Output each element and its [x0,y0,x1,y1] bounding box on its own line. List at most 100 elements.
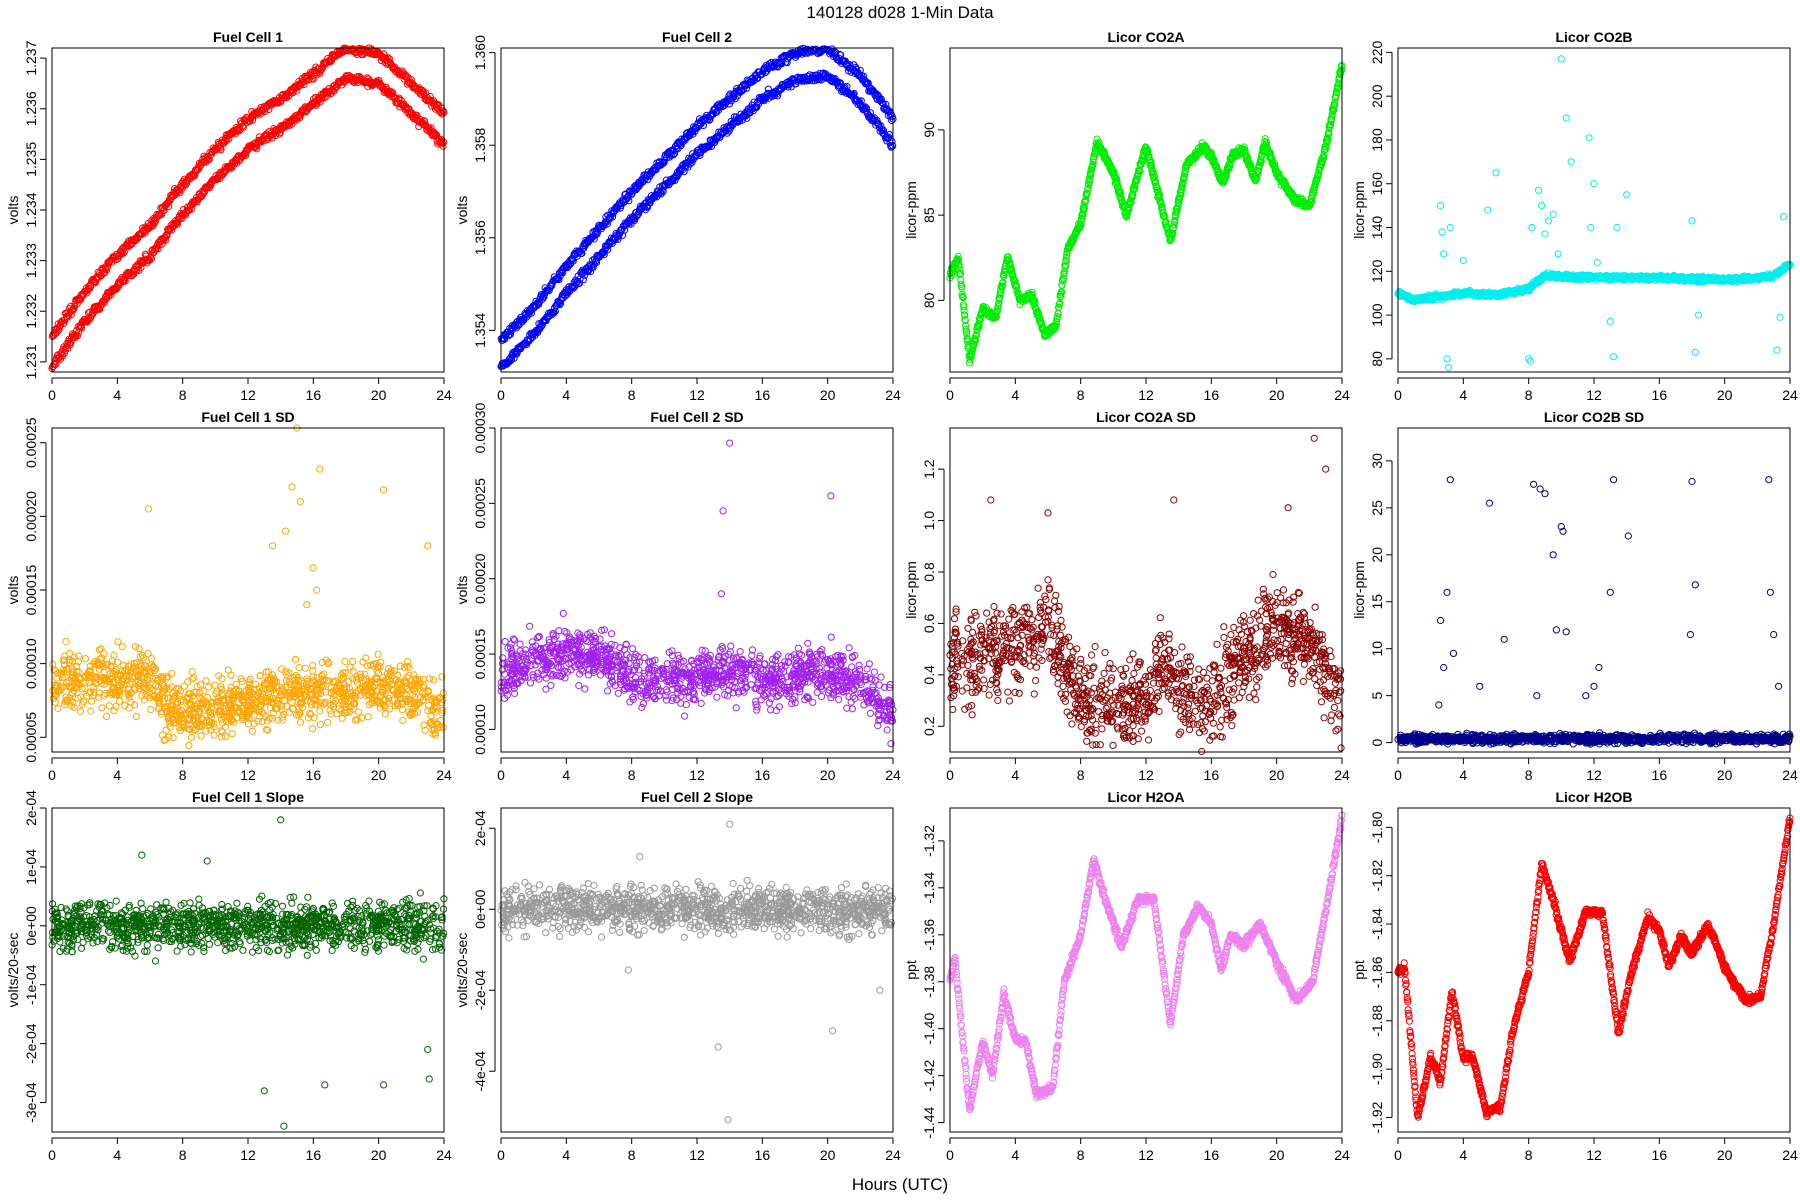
panel-title: Licor CO2B [1555,29,1632,45]
data-point [1694,311,1703,319]
x-axis: 0 4 8 12 16 20 24 [497,377,901,403]
x-tick-label: 20 [371,387,387,403]
x-tick-label: 20 [820,387,836,403]
y-tick-label: 160 [1369,172,1385,196]
panel-fc2: Fuel Cell 20 4 8 12 16 20 241.3541.3561.3581.3… [454,29,901,403]
plot-frame [51,47,445,373]
data-point [101,296,109,304]
data-point [114,255,122,263]
data-point [1436,202,1445,210]
data-point [1557,55,1565,63]
data-point [55,326,63,334]
panels: Fuel Cell 1 0 4 8 12 16 20 24 1.231 1.232 1.233 1.2… [5,29,1798,1163]
data-point [235,127,243,135]
x-tick-label: 20 [1717,387,1733,403]
data-point [1562,114,1570,122]
data-point [1528,223,1536,232]
data-point [205,155,213,164]
data-point [1459,256,1467,264]
y-tick-label: 80 [921,292,937,308]
data-points [49,424,447,750]
x-tick-label: 12 [1138,387,1154,403]
x-tick-label: 24 [1782,387,1798,403]
data-point [1438,228,1446,236]
data-point [120,248,128,256]
y-tick-label: 220 [1369,40,1385,64]
data-point [1538,202,1546,210]
panel-title: Licor CO2A [1107,29,1184,45]
data-point [1610,353,1618,361]
y-tick-label: 1.231 [23,344,39,379]
data-point [60,319,68,327]
data-point [1443,355,1451,363]
data-point [1541,230,1549,238]
x-axis: 0 4 8 12 16 20 24 [946,377,1350,403]
plot-frame [500,47,894,373]
x-tick-label: 4 [562,387,570,403]
data-points [1394,55,1794,372]
y-axis-label: volts [454,196,470,225]
x-axis: 0 4 8 12 16 20 24 [1394,377,1798,403]
x-tick-label: 8 [1077,387,1085,403]
x-tick-label: 4 [1459,387,1467,403]
data-point [1445,364,1453,372]
panel-title: Fuel Cell 2 [662,29,732,45]
panel-fc1sd: Fuel Cell 1 SD0 4 8 12 16 20 240.000050.000100… [5,409,452,783]
data-point [79,317,87,325]
y-tick-label: 85 [921,207,937,223]
panel-title: Fuel Cell 1 SD [201,409,294,425]
plot-frame [1397,47,1791,373]
y-tick-label: 120 [1369,259,1385,283]
data-point [1492,169,1500,177]
plot-frame [949,47,1343,373]
y-tick-label: 1.232 [23,294,39,329]
data-point [96,305,104,313]
data-point [1593,258,1601,267]
x-tick-label: 4 [1011,387,1019,403]
y-tick-label: 140 [1369,216,1385,240]
data-point [1623,191,1631,199]
x-tick-label: 8 [1525,387,1533,403]
data-point [1446,223,1454,232]
data-point [145,256,153,265]
y-tick-label: 1.360 [472,35,488,70]
x-tick-label: 0 [946,387,954,403]
data-point [103,266,111,274]
x-tick-label: 24 [1334,387,1350,403]
x-tick-label: 24 [436,387,452,403]
panel-title: Fuel Cell 1 [213,29,283,45]
y-tick-label: 100 [1369,303,1385,327]
data-point [99,264,107,273]
x-tick-label: 4 [113,387,121,403]
y-tick-label: 1.356 [472,220,488,255]
x-tick-label: 8 [628,387,636,403]
data-point [1613,223,1621,232]
panel-fc1: Fuel Cell 10 4 8 12 16 20 241.2311.2321.2331.2… [5,29,452,403]
x-tick-label: 0 [497,387,505,403]
data-point [162,236,170,244]
data-point [1534,186,1543,194]
data-point [1779,213,1788,221]
y-tick-label: 1.233 [23,243,39,278]
data-point [173,220,182,228]
y-tick-label: 180 [1369,128,1385,152]
y-axis-label: licor-ppm [903,181,919,239]
x-tick-label: 16 [755,387,771,403]
y-tick-label: 1.236 [23,91,39,126]
data-points [497,44,897,370]
data-point [1440,250,1448,258]
y-tick-label: 200 [1369,84,1385,108]
data-points [48,44,448,373]
data-point [1776,313,1784,321]
data-point [1567,158,1575,166]
x-tick-label: 8 [179,387,187,403]
data-point [1606,318,1614,326]
x-tick-label: 16 [1204,387,1220,403]
data-point [1484,206,1492,214]
data-point [193,167,201,175]
data-point [1773,346,1781,354]
